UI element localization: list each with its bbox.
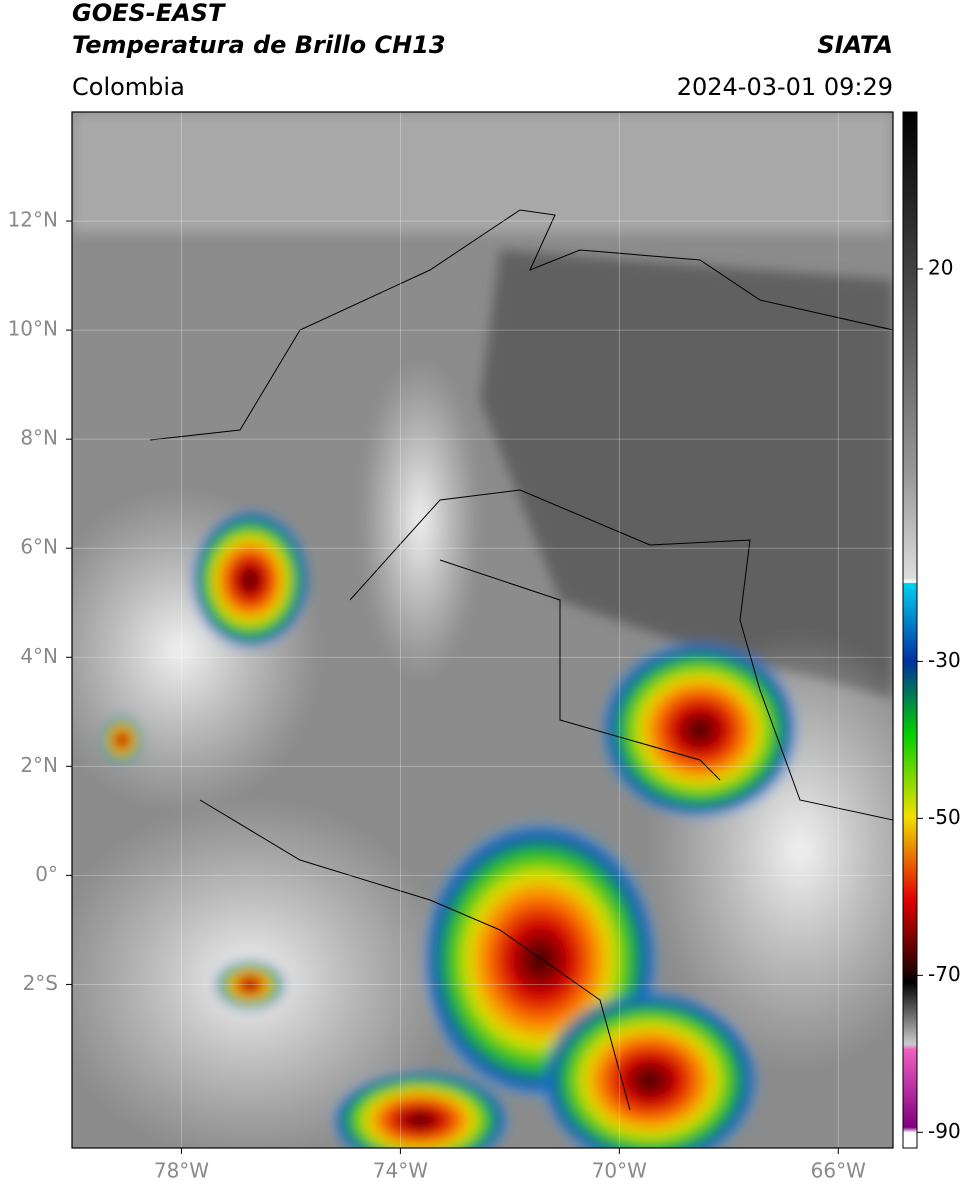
lon-tick-label: 74°W: [373, 1159, 428, 1183]
lat-tick-label: 2°N: [20, 753, 58, 777]
storm: [540, 990, 760, 1148]
cloud: [360, 360, 480, 680]
satellite-image: [72, 112, 893, 1148]
colorbar-tick-label: -30: [928, 648, 961, 672]
cloud-field: [72, 112, 893, 1148]
colorbar: [902, 111, 918, 1149]
cloud: [480, 250, 893, 700]
storm: [600, 640, 800, 820]
storm: [190, 510, 310, 650]
lat-tick-label: 4°N: [20, 644, 58, 668]
map-frame: [71, 111, 894, 1149]
lat-tick-label: 2°S: [23, 971, 58, 995]
lat-tick-label: 6°N: [20, 535, 58, 559]
colorbar-tick-label: -70: [928, 962, 961, 986]
cloud: [72, 112, 893, 232]
storm: [100, 715, 144, 765]
lon-tick-label: 70°W: [592, 1159, 647, 1183]
storm: [330, 1070, 510, 1148]
lat-tick-label: 8°N: [20, 426, 58, 450]
source: SIATA: [817, 31, 893, 59]
colorbar-tick-label: 20: [928, 255, 953, 279]
lat-tick-label: 0°: [35, 862, 58, 886]
lon-tick-label: 78°W: [154, 1159, 209, 1183]
lon-tick-label: 66°W: [811, 1159, 866, 1183]
title: GOES-EAST: [72, 0, 226, 27]
datetime: 2024-03-01 09:29: [677, 73, 893, 101]
borders: [149, 209, 893, 1111]
region: Colombia: [72, 73, 185, 101]
lat-tick-label: 10°N: [8, 317, 58, 341]
grid: [72, 112, 893, 1148]
lat-tick-label: 12°N: [8, 208, 58, 232]
colorbar-tick-label: -50: [928, 805, 961, 829]
storm: [215, 960, 285, 1010]
subtitle: Temperatura de Brillo CH13: [72, 31, 446, 59]
colorbar-tick-label: -90: [928, 1119, 961, 1143]
